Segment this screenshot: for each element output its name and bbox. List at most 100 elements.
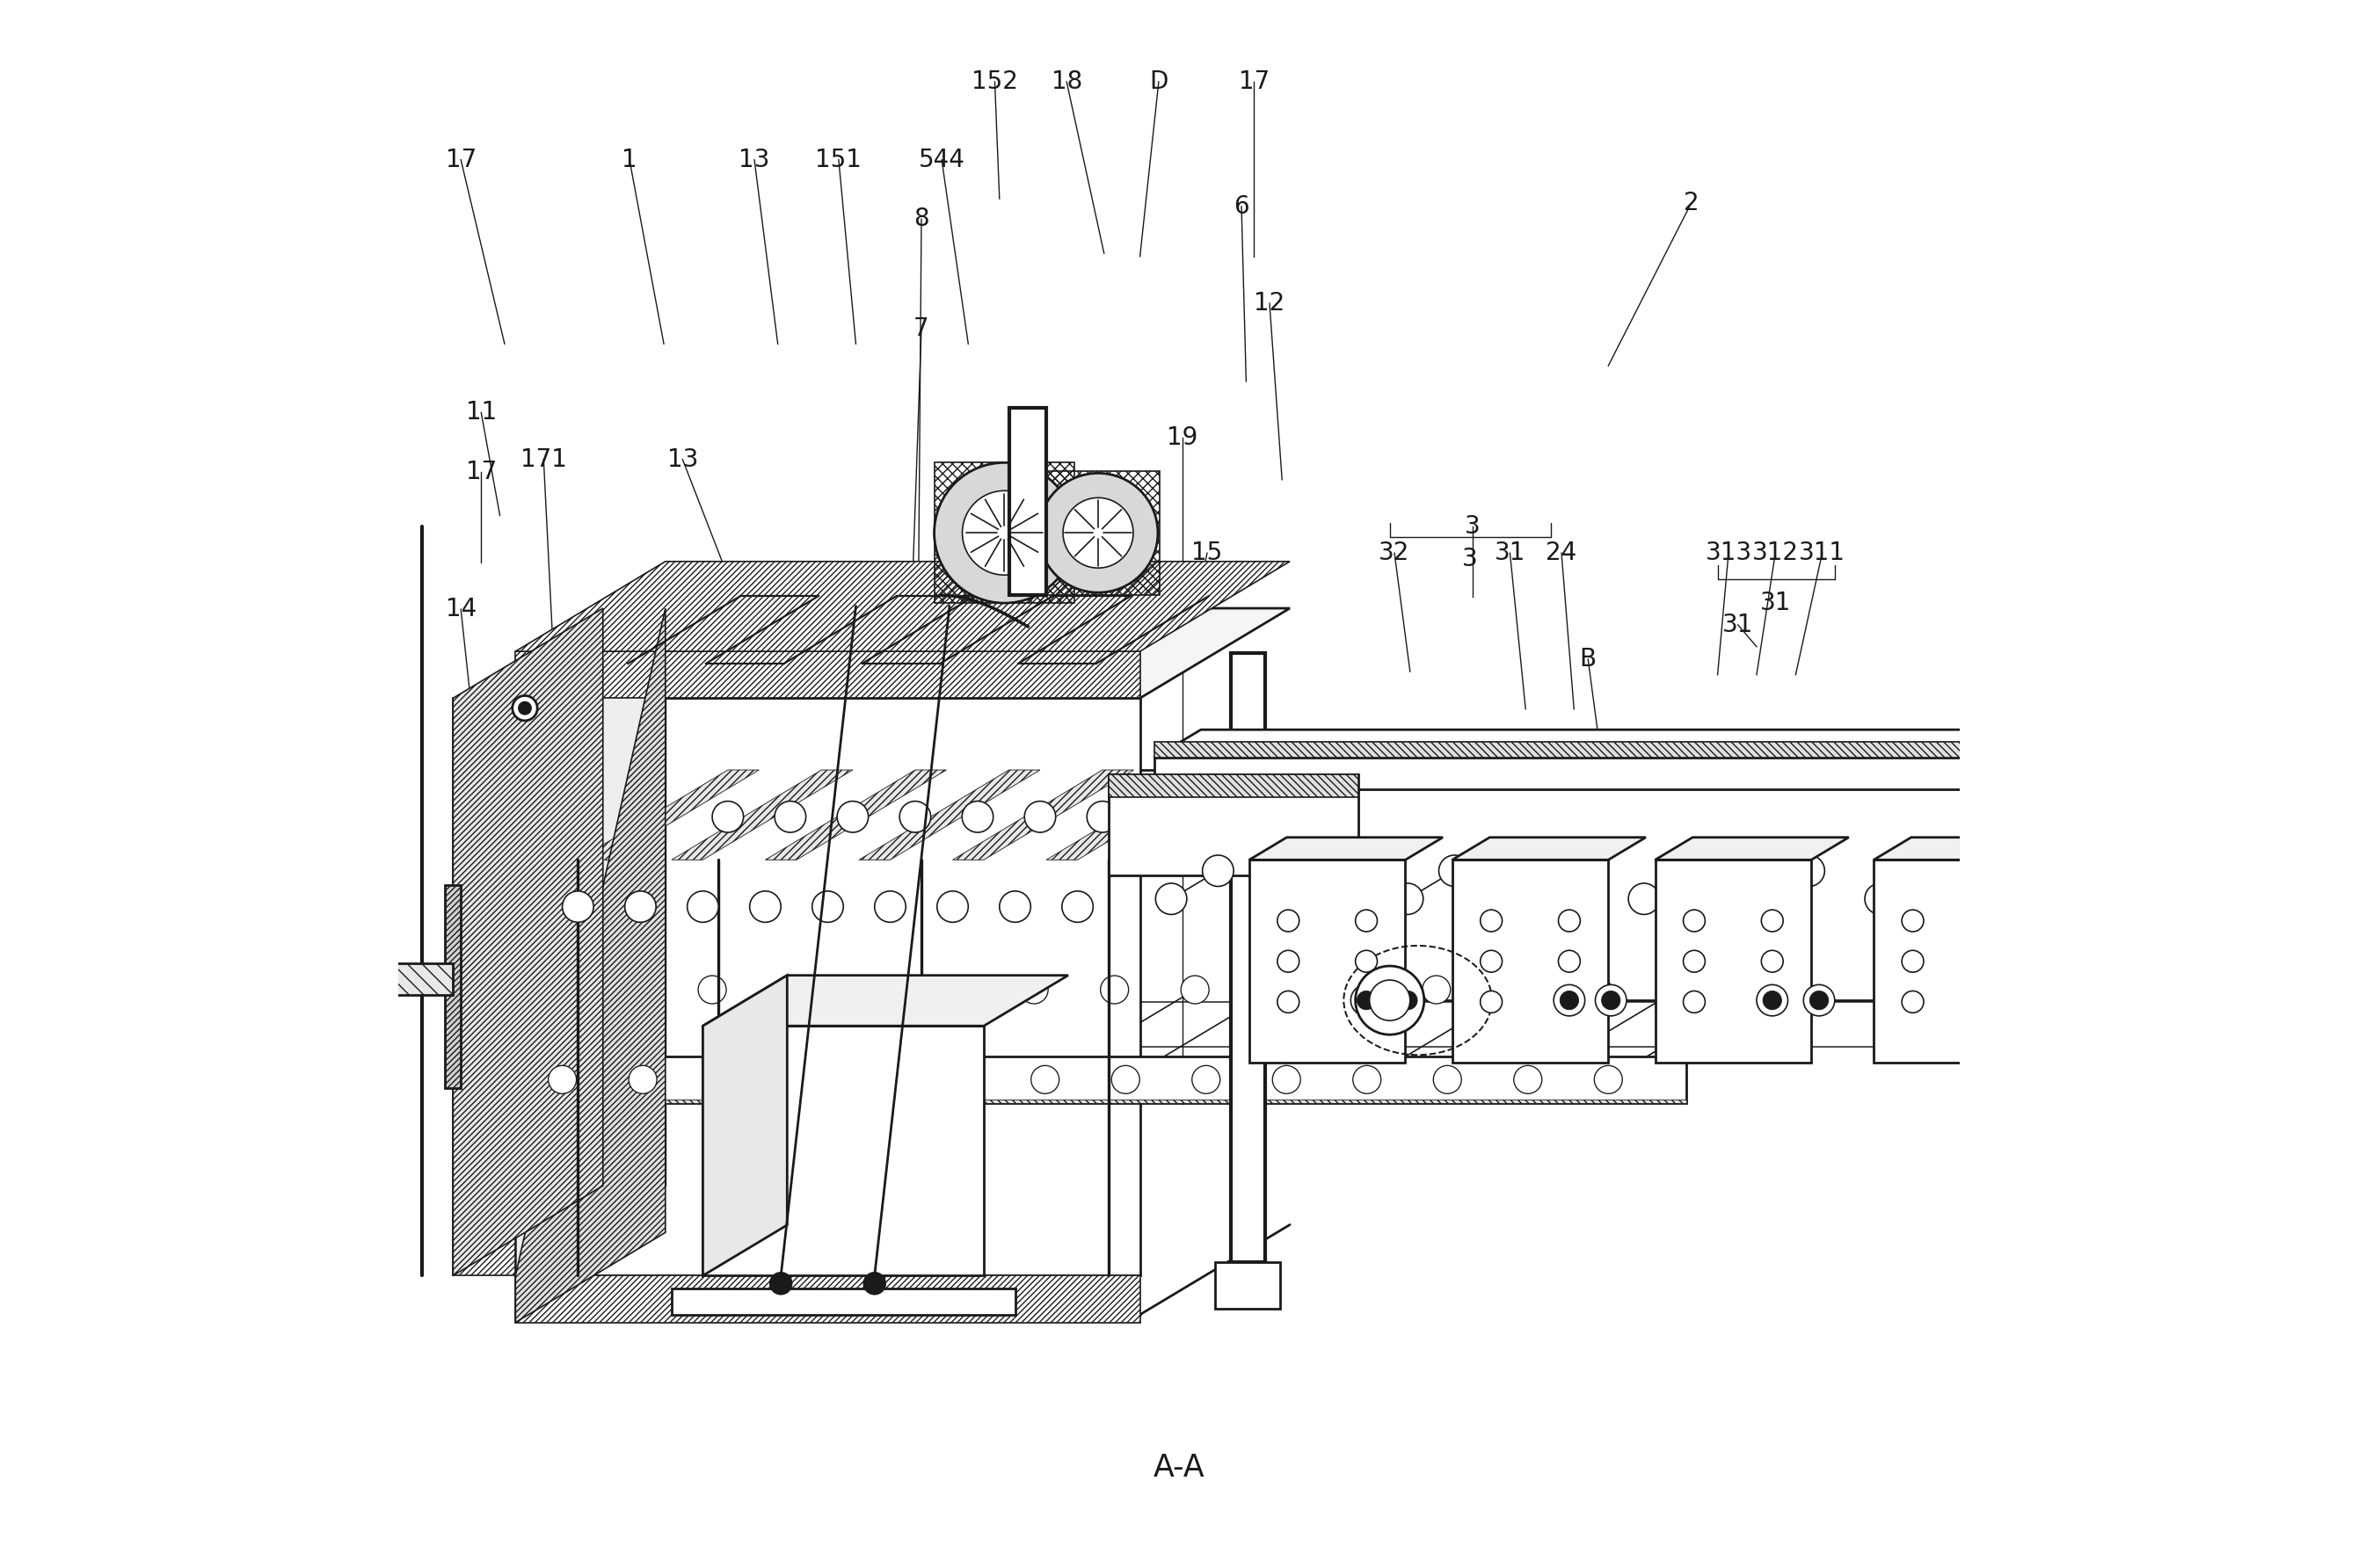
Circle shape xyxy=(1481,991,1502,1013)
Polygon shape xyxy=(1453,859,1608,1063)
Text: 15: 15 xyxy=(1191,541,1221,566)
Circle shape xyxy=(1434,1066,1462,1093)
Circle shape xyxy=(561,891,594,922)
Text: 311: 311 xyxy=(1799,541,1846,566)
Circle shape xyxy=(1063,497,1134,568)
Circle shape xyxy=(1087,801,1118,833)
Circle shape xyxy=(936,891,969,922)
Circle shape xyxy=(1903,991,1924,1013)
Polygon shape xyxy=(1153,757,2059,789)
Circle shape xyxy=(1273,1066,1302,1093)
Circle shape xyxy=(938,975,967,1004)
Polygon shape xyxy=(516,651,1139,698)
Circle shape xyxy=(1981,950,2002,972)
Polygon shape xyxy=(516,561,1290,651)
Circle shape xyxy=(1391,985,1424,1016)
Circle shape xyxy=(1278,909,1299,931)
Polygon shape xyxy=(578,770,759,859)
Circle shape xyxy=(1912,855,1943,886)
Text: 3: 3 xyxy=(1464,514,1481,539)
Circle shape xyxy=(811,891,844,922)
Polygon shape xyxy=(1214,1262,1280,1309)
Circle shape xyxy=(1745,975,1773,1004)
Circle shape xyxy=(1391,883,1424,914)
Circle shape xyxy=(1356,966,1424,1035)
Circle shape xyxy=(2030,855,2061,886)
Circle shape xyxy=(1023,801,1056,833)
Circle shape xyxy=(1509,883,1542,914)
Polygon shape xyxy=(1250,859,1405,1063)
Circle shape xyxy=(1981,991,2002,1013)
Circle shape xyxy=(962,491,1047,575)
Circle shape xyxy=(1594,1066,1622,1093)
Bar xyxy=(1035,470,1160,594)
Polygon shape xyxy=(453,608,604,1276)
Circle shape xyxy=(950,1066,979,1093)
Circle shape xyxy=(1278,991,1299,1013)
Circle shape xyxy=(962,801,993,833)
Circle shape xyxy=(1351,985,1382,1016)
Circle shape xyxy=(1212,801,1243,833)
Circle shape xyxy=(1561,991,1578,1010)
Circle shape xyxy=(771,1273,792,1294)
Circle shape xyxy=(1438,855,1469,886)
Circle shape xyxy=(837,801,868,833)
Polygon shape xyxy=(1655,859,1811,1063)
Circle shape xyxy=(1794,855,1825,886)
Circle shape xyxy=(776,801,806,833)
Text: 18: 18 xyxy=(1052,69,1082,94)
Circle shape xyxy=(1356,909,1377,931)
Circle shape xyxy=(1353,1066,1382,1093)
Polygon shape xyxy=(516,608,1290,698)
Polygon shape xyxy=(1875,859,2030,1063)
Circle shape xyxy=(1684,991,1705,1013)
Circle shape xyxy=(1559,909,1580,931)
Text: A-A: A-A xyxy=(1153,1452,1205,1482)
Text: 31: 31 xyxy=(1721,613,1754,637)
Text: 14: 14 xyxy=(446,597,476,621)
Circle shape xyxy=(1747,883,1778,914)
Circle shape xyxy=(625,891,656,922)
Circle shape xyxy=(1514,1066,1542,1093)
Text: 19: 19 xyxy=(1167,425,1198,450)
Circle shape xyxy=(790,1066,818,1093)
Text: 13: 13 xyxy=(738,147,771,172)
Circle shape xyxy=(630,1066,658,1093)
Circle shape xyxy=(1061,891,1094,922)
Circle shape xyxy=(1262,975,1290,1004)
Circle shape xyxy=(1761,991,1783,1013)
Polygon shape xyxy=(516,1099,1686,1102)
Polygon shape xyxy=(516,608,665,1276)
Polygon shape xyxy=(516,1276,1139,1322)
Text: 312: 312 xyxy=(1752,541,1799,566)
Circle shape xyxy=(1629,883,1660,914)
Circle shape xyxy=(1273,883,1304,914)
Circle shape xyxy=(519,702,531,715)
Circle shape xyxy=(710,1066,738,1093)
Circle shape xyxy=(1665,975,1691,1004)
Text: 313: 313 xyxy=(1705,541,1752,566)
Polygon shape xyxy=(953,770,1134,859)
Polygon shape xyxy=(858,770,1040,859)
Circle shape xyxy=(1101,975,1129,1004)
Circle shape xyxy=(1038,474,1158,593)
Polygon shape xyxy=(1047,770,1229,859)
Circle shape xyxy=(1148,801,1181,833)
Circle shape xyxy=(870,1066,898,1093)
Circle shape xyxy=(1370,980,1410,1021)
Circle shape xyxy=(1903,950,1924,972)
Circle shape xyxy=(1983,883,2014,914)
Polygon shape xyxy=(1875,837,2068,859)
Text: 171: 171 xyxy=(521,447,566,472)
Text: 3: 3 xyxy=(1462,547,1476,572)
Circle shape xyxy=(1356,991,1377,1013)
Text: 6: 6 xyxy=(1233,194,1250,220)
Polygon shape xyxy=(516,698,1139,1276)
Text: 1: 1 xyxy=(623,147,637,172)
Polygon shape xyxy=(1108,775,1358,875)
Circle shape xyxy=(1684,909,1705,931)
Circle shape xyxy=(1556,855,1589,886)
Text: 17: 17 xyxy=(446,147,476,172)
Circle shape xyxy=(712,801,743,833)
Text: 31: 31 xyxy=(1495,541,1526,566)
